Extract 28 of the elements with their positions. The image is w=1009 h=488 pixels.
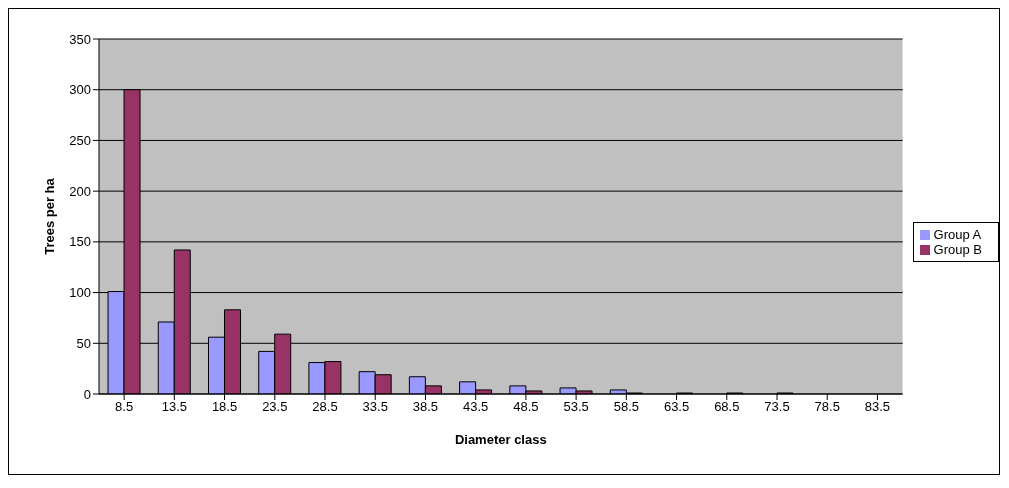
x-tick-label: 53.5 [563,399,589,415]
x-tick-label: 38.5 [412,399,439,415]
x-tick-label: 83.5 [864,399,891,415]
y-tick-label: 100 [69,285,91,301]
y-tick-label: 250 [69,133,91,149]
x-axis-title: Diameter class [454,432,547,447]
legend-label: Group A [933,226,982,242]
y-tick-label: 350 [69,31,91,47]
x-tick-label: 18.5 [211,399,238,415]
x-tick-label: 58.5 [613,399,639,415]
x-tick-label: 13.5 [161,399,187,415]
y-tick-label: 300 [69,82,91,98]
x-tick-label: 28.5 [312,399,338,415]
y-tick-label: 50 [76,335,91,351]
y-tick-label: 200 [69,183,91,199]
x-tick-label: 73.5 [764,399,790,415]
legend-label: Group B [933,241,982,257]
x-tick-label: 68.5 [714,399,740,415]
x-tick-label: 33.5 [362,399,388,415]
y-tick-label: 150 [69,234,91,250]
y-tick-label: 0 [83,386,91,402]
x-tick-label: 43.5 [463,399,489,415]
x-tick-label: 63.5 [663,399,690,415]
x-tick-label: 48.5 [513,399,539,415]
x-tick-label: 23.5 [262,399,288,415]
y-axis-title: Trees per ha [41,177,57,255]
x-tick-label: 8.5 [115,399,134,415]
x-tick-label: 78.5 [814,399,840,415]
